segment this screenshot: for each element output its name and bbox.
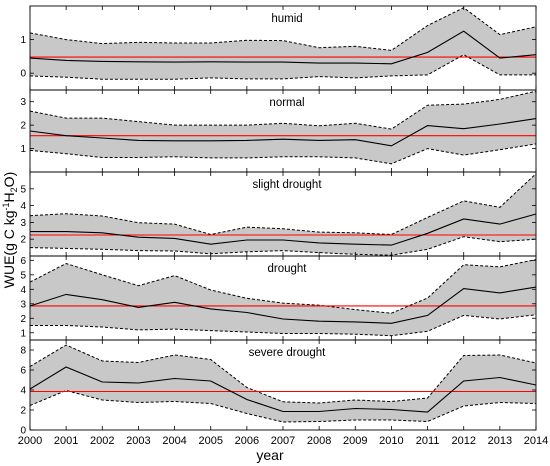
panel-2: 2 3 4 5 slight drought bbox=[20, 171, 537, 257]
panel-title: drought bbox=[267, 263, 307, 275]
panels-group: 0 1 humid 1 2 3 normal 2 3 4 5 slight drought 1 2 3 4 5 6… bbox=[20, 5, 537, 437]
x-axis-label: year bbox=[256, 447, 284, 463]
x-tick-label: 2008 bbox=[307, 435, 331, 447]
mean-line bbox=[29, 366, 537, 413]
x-tick-label: 2011 bbox=[416, 435, 440, 447]
lower-bound-line bbox=[29, 143, 537, 165]
panel-4: 0 2 4 6 8 severe drought bbox=[20, 339, 537, 437]
y-tick-label: 2 bbox=[20, 314, 26, 325]
panel-title: severe drought bbox=[249, 347, 327, 359]
x-axis: 2000 2001 2002 2003 2004 2005 2006 2007 2008 2009… bbox=[18, 435, 548, 447]
panel-title: slight drought bbox=[252, 179, 322, 191]
y-axis-label-end: O) bbox=[1, 172, 17, 188]
y-axis-label-sup: -1 bbox=[1, 202, 11, 210]
y-tick-label: 5 bbox=[20, 270, 26, 281]
y-axis-label-sub: 2 bbox=[9, 187, 19, 192]
y-tick-label: 1 bbox=[20, 35, 26, 46]
y-tick-label: 6 bbox=[20, 366, 26, 377]
y-tick-label: 2 bbox=[20, 406, 26, 417]
x-tick-label: 2004 bbox=[162, 435, 186, 447]
uncertainty-band bbox=[30, 345, 536, 422]
x-tick-label: 2014 bbox=[524, 435, 548, 447]
mean-line bbox=[29, 286, 537, 324]
y-tick-label: 0 bbox=[20, 69, 26, 80]
x-tick-label: 2009 bbox=[343, 435, 367, 447]
y-tick-label: 1 bbox=[20, 144, 26, 155]
y-tick-label: 3 bbox=[20, 97, 26, 108]
x-tick-label: 2006 bbox=[235, 435, 259, 447]
x-tick-label: 2003 bbox=[126, 435, 150, 447]
uncertainty-band bbox=[30, 91, 536, 164]
y-tick-label: 2 bbox=[20, 121, 26, 132]
y-tick-label: 8 bbox=[20, 346, 26, 357]
y-axis-label-mid: H bbox=[1, 192, 17, 202]
panel-title: normal bbox=[269, 97, 304, 109]
mean-line bbox=[29, 118, 537, 147]
upper-bound-line bbox=[29, 90, 537, 130]
y-tick-label: 0 bbox=[20, 426, 26, 437]
x-tick-label: 2010 bbox=[379, 435, 403, 447]
uncertainty-band bbox=[30, 7, 536, 80]
x-tick-label: 2000 bbox=[18, 435, 42, 447]
y-tick-label: 4 bbox=[20, 285, 26, 296]
x-tick-label: 2001 bbox=[54, 435, 78, 447]
y-axis-label-main: WUE(g C kg bbox=[1, 210, 17, 288]
upper-bound-line bbox=[29, 259, 537, 314]
x-tick-label: 2005 bbox=[198, 435, 222, 447]
lower-bound-line bbox=[29, 54, 536, 80]
y-tick-label: 6 bbox=[20, 256, 26, 267]
y-tick-label: 4 bbox=[20, 201, 26, 212]
upper-bound-line bbox=[29, 344, 537, 404]
upper-bound-line bbox=[29, 173, 537, 236]
x-tick-label: 2002 bbox=[90, 435, 114, 447]
upper-bound-line bbox=[29, 7, 537, 51]
x-tick-label: 2012 bbox=[451, 435, 475, 447]
y-tick-label: 3 bbox=[20, 299, 26, 310]
panel-1: 1 2 3 normal bbox=[20, 89, 537, 173]
panel-0: 0 1 humid bbox=[20, 5, 537, 91]
mean-line bbox=[29, 30, 537, 65]
y-axis-label: WUE(g C kg-1H2O) bbox=[1, 172, 19, 289]
y-tick-label: 5 bbox=[20, 184, 26, 195]
y-tick-label: 2 bbox=[20, 235, 26, 246]
y-tick-label: 4 bbox=[20, 386, 26, 397]
y-tick-label: 1 bbox=[20, 328, 26, 339]
mean-line bbox=[30, 213, 537, 246]
lower-bound-line bbox=[29, 389, 537, 423]
panel-3: 1 2 3 4 5 6 drought bbox=[20, 255, 537, 341]
panel-title: humid bbox=[271, 13, 302, 25]
x-tick-label: 2007 bbox=[271, 435, 295, 447]
x-tick-label: 2013 bbox=[488, 435, 512, 447]
y-tick-label: 3 bbox=[20, 218, 26, 229]
uncertainty-band bbox=[30, 259, 536, 336]
